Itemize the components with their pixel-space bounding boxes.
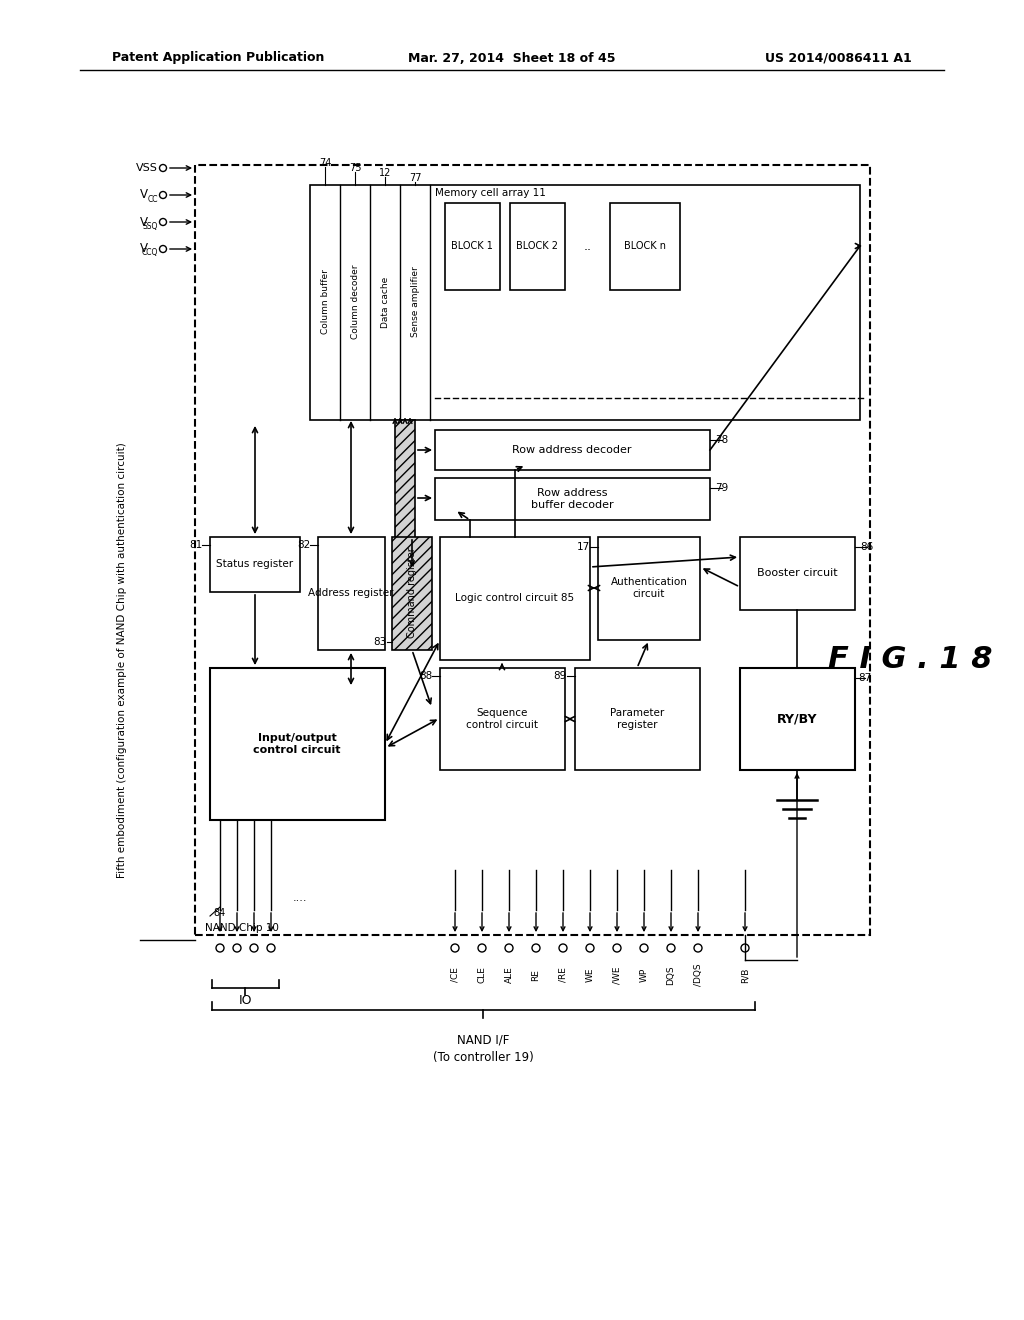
Text: F I G . 1 8: F I G . 1 8 bbox=[827, 645, 992, 675]
Text: 89: 89 bbox=[554, 671, 567, 681]
Text: R/B: R/B bbox=[740, 968, 750, 982]
Text: 88: 88 bbox=[419, 671, 432, 681]
Text: SSQ: SSQ bbox=[142, 222, 158, 231]
Text: BLOCK 2: BLOCK 2 bbox=[516, 242, 558, 251]
Bar bbox=[610, 203, 680, 290]
Text: RE: RE bbox=[531, 969, 541, 981]
Text: Fifth embodiment (configuration example of NAND Chip with authentication circuit: Fifth embodiment (configuration example … bbox=[117, 442, 127, 878]
Text: Column buffer: Column buffer bbox=[321, 269, 330, 334]
Text: /DQS: /DQS bbox=[693, 964, 702, 986]
Bar bbox=[210, 537, 300, 591]
Bar bbox=[395, 420, 415, 570]
Text: 81: 81 bbox=[188, 540, 202, 550]
Text: VSS: VSS bbox=[136, 162, 158, 173]
Text: BLOCK 1: BLOCK 1 bbox=[451, 242, 493, 251]
Bar bbox=[435, 430, 710, 470]
Text: Address register: Address register bbox=[308, 587, 394, 598]
Bar bbox=[440, 537, 590, 660]
Text: ALE: ALE bbox=[505, 966, 513, 983]
Text: CLE: CLE bbox=[477, 966, 486, 983]
Text: IO: IO bbox=[239, 994, 252, 1006]
Text: CC: CC bbox=[147, 194, 158, 203]
Text: 74: 74 bbox=[318, 158, 331, 168]
Bar bbox=[598, 537, 700, 640]
Text: ..: .. bbox=[584, 239, 592, 252]
Text: Sense amplifier: Sense amplifier bbox=[411, 267, 420, 338]
Text: V: V bbox=[140, 189, 148, 202]
Bar bbox=[318, 537, 385, 649]
Text: 77: 77 bbox=[409, 173, 421, 183]
Text: WE: WE bbox=[586, 968, 595, 982]
Bar bbox=[440, 668, 565, 770]
Text: Column decoder: Column decoder bbox=[350, 265, 359, 339]
Text: V: V bbox=[140, 243, 148, 256]
Text: 78: 78 bbox=[715, 436, 728, 445]
Bar bbox=[740, 537, 855, 610]
Text: 83: 83 bbox=[374, 638, 387, 647]
Bar bbox=[210, 668, 385, 820]
Text: 87: 87 bbox=[858, 673, 871, 682]
Text: Authentication
circuit: Authentication circuit bbox=[610, 577, 687, 599]
Text: V: V bbox=[140, 215, 148, 228]
Text: /WE: /WE bbox=[612, 966, 622, 983]
Text: Sequence
control circuit: Sequence control circuit bbox=[466, 709, 538, 730]
Text: Status register: Status register bbox=[216, 558, 294, 569]
Text: Input/output
control circuit: Input/output control circuit bbox=[253, 733, 341, 755]
Text: CCQ: CCQ bbox=[141, 248, 158, 257]
Text: BLOCK n: BLOCK n bbox=[624, 242, 666, 251]
Text: 12: 12 bbox=[379, 168, 391, 178]
Text: Data cache: Data cache bbox=[381, 276, 389, 327]
Text: Command register: Command register bbox=[407, 548, 417, 639]
Text: ....: .... bbox=[293, 894, 307, 903]
Text: Booster circuit: Booster circuit bbox=[757, 568, 838, 578]
Text: 79: 79 bbox=[715, 483, 728, 492]
Text: NAND Chip 10: NAND Chip 10 bbox=[205, 923, 279, 933]
Text: 17: 17 bbox=[577, 543, 590, 552]
Text: (To controller 19): (To controller 19) bbox=[432, 1052, 534, 1064]
Text: 82: 82 bbox=[297, 540, 310, 550]
Bar bbox=[445, 203, 500, 290]
Text: NAND I/F: NAND I/F bbox=[457, 1034, 509, 1047]
Text: Mar. 27, 2014  Sheet 18 of 45: Mar. 27, 2014 Sheet 18 of 45 bbox=[409, 51, 615, 65]
Text: US 2014/0086411 A1: US 2014/0086411 A1 bbox=[765, 51, 912, 65]
Text: 84: 84 bbox=[213, 908, 225, 917]
Text: /CE: /CE bbox=[451, 968, 460, 982]
Text: DQS: DQS bbox=[667, 965, 676, 985]
Bar bbox=[575, 668, 700, 770]
Text: Row address
buffer decoder: Row address buffer decoder bbox=[530, 488, 613, 510]
Text: 86: 86 bbox=[860, 543, 873, 552]
Text: WP: WP bbox=[640, 968, 648, 982]
Bar bbox=[435, 478, 710, 520]
Text: /RE: /RE bbox=[558, 968, 567, 982]
Text: RY/BY: RY/BY bbox=[777, 713, 817, 726]
Bar bbox=[510, 203, 565, 290]
Text: Logic control circuit 85: Logic control circuit 85 bbox=[456, 593, 574, 603]
Text: Parameter
register: Parameter register bbox=[610, 709, 665, 730]
Bar bbox=[195, 165, 870, 935]
Bar bbox=[392, 537, 432, 649]
Bar bbox=[310, 185, 860, 420]
Text: Row address decoder: Row address decoder bbox=[512, 445, 632, 455]
Text: Patent Application Publication: Patent Application Publication bbox=[112, 51, 325, 65]
Text: 75: 75 bbox=[349, 162, 361, 173]
Bar bbox=[740, 668, 855, 770]
Text: Memory cell array 11: Memory cell array 11 bbox=[435, 187, 546, 198]
